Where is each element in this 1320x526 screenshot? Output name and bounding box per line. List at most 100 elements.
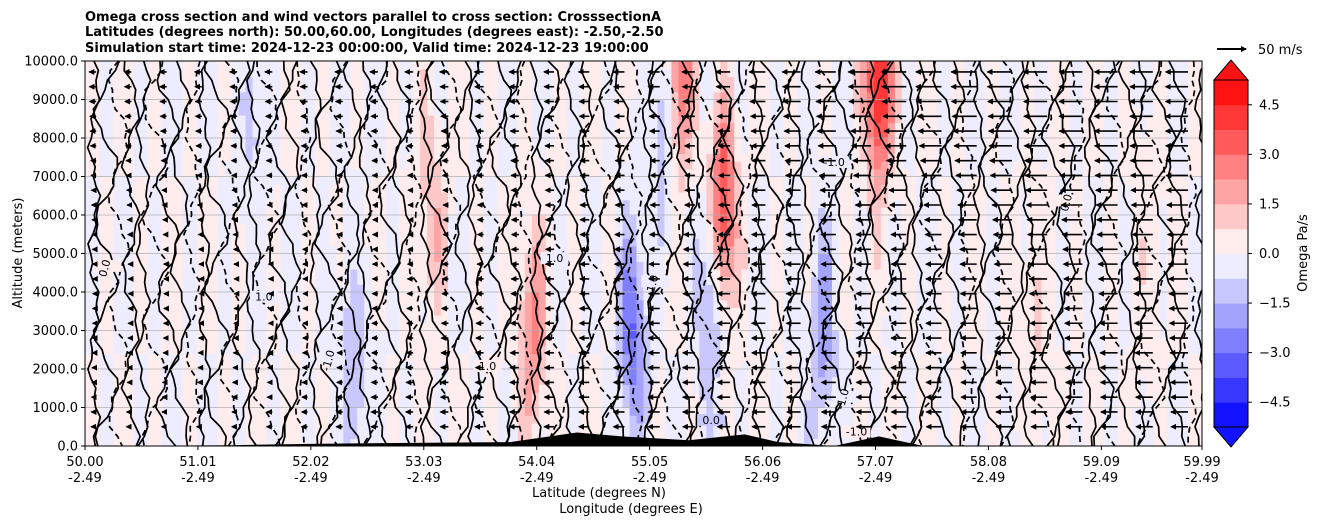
omega-cell [85,315,93,324]
omega-cell [154,91,163,101]
omega-cell [343,438,351,446]
omega-cell [545,84,554,93]
omega-cell [294,161,303,170]
omega-cell [210,61,219,70]
omega-cell [245,415,254,424]
omega-cell [392,376,400,385]
omega-cell [468,330,477,339]
omega-cell [503,268,512,278]
omega-cell [755,392,763,401]
omega-cell [392,68,400,77]
omega-cell [545,107,554,116]
omega-cell [217,168,226,178]
omega-cell [287,245,296,255]
omega-cell [720,361,728,370]
omega-cell [706,130,714,139]
omega-cell [336,130,344,139]
omega-cell [85,261,93,270]
omega-cell [427,138,435,147]
omega-cell [406,84,414,93]
omega-cell [524,345,533,355]
omega-cell [343,145,351,154]
omega-cell [168,215,177,224]
omega-cell [448,353,456,362]
omega-cell [280,161,289,170]
omega-cell [615,130,624,139]
omega-cell [203,61,212,70]
omega-cell [769,384,777,393]
omega-cell [657,268,666,278]
omega-cell [650,207,659,216]
omega-cell [636,399,645,409]
omega-cell [566,245,575,255]
omega-cell [273,245,282,255]
omega-cell [455,99,463,108]
omega-cell [496,392,505,401]
omega-cell [252,253,261,262]
omega-cell [455,153,463,162]
omega-cell [112,230,121,239]
omega-cell [294,61,303,70]
omega-cell [238,153,247,162]
omega-cell [252,184,261,193]
omega-cell [245,315,254,324]
omega-cell [210,415,219,424]
omega-cell [482,299,491,308]
omega-cell [420,422,428,432]
omega-cell [259,338,268,347]
omega-cell [643,176,652,185]
omega-cell [573,68,582,77]
omega-cell [545,76,554,85]
omega-cell [406,61,414,70]
omega-cell [378,168,386,178]
omega-cell [140,330,149,339]
omega-cell [734,430,742,439]
omega-cell [434,315,442,324]
omega-cell [308,376,316,385]
omega-cell [734,369,742,378]
omega-cell [217,191,226,201]
omega-cell [482,292,491,301]
omega-cell [308,399,316,409]
omega-cell [629,268,638,278]
omega-cell [322,284,330,293]
omega-cell [517,384,526,393]
omega-cell [706,99,714,108]
omega-cell [455,384,463,393]
omega-cell [189,330,198,339]
omega-cell [622,191,631,201]
omega-cell [273,76,282,85]
omega-cell [329,68,337,77]
omega-cell [406,253,414,262]
omega-cell [573,184,582,193]
omega-cell [196,430,205,439]
omega-cell [280,84,289,93]
omega-cell [399,99,407,108]
omega-cell [371,61,379,70]
omega-cell [140,361,149,370]
omega-cell [133,76,142,85]
omega-cell [503,176,512,185]
omega-cell [448,114,456,124]
omega-cell [573,399,582,409]
omega-cell [706,176,714,185]
omega-cell [622,176,631,185]
omega-cell [531,330,540,339]
omega-cell [154,68,163,77]
omega-cell [482,238,491,247]
omega-cell [126,430,135,439]
omega-cell [699,99,707,108]
omega-cell [762,338,770,347]
omega-cell [441,184,449,193]
omega-cell [294,99,303,108]
omega-cell [140,376,149,385]
omega-cell [287,122,296,131]
omega-cell [601,176,610,185]
omega-cell [741,207,749,216]
omega-cell [636,145,645,154]
omega-cell [685,130,693,139]
omega-cell [245,230,254,239]
omega-cell [350,422,358,432]
omega-cell [413,438,421,446]
omega-cell [748,61,756,70]
